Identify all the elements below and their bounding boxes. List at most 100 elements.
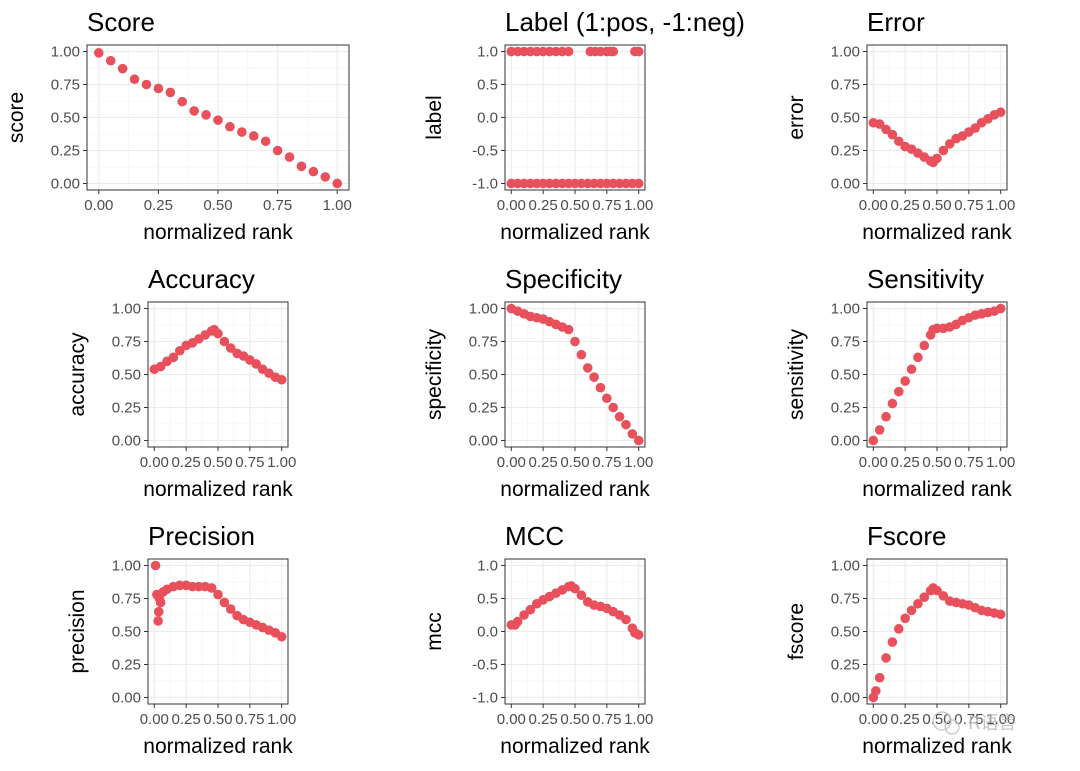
data-point <box>213 115 223 125</box>
y-tick-label: 0.0 <box>477 110 498 127</box>
data-point <box>219 336 230 347</box>
y-tick-label: 0.50 <box>469 367 498 384</box>
data-point <box>525 604 536 615</box>
major-gridlines <box>87 45 349 190</box>
x-tick-label: 0.25 <box>891 711 920 728</box>
data-point <box>621 419 631 430</box>
x-tick-label: 1.00 <box>986 454 1015 471</box>
x-tick-label: 0.50 <box>203 197 232 214</box>
y-tick-label: 0.25 <box>112 656 141 673</box>
x-axis-title: normalized rank <box>143 221 293 244</box>
data-point <box>995 107 1006 118</box>
y-tick-label: 0.75 <box>112 334 141 351</box>
data-points <box>93 48 343 189</box>
y-tick-label: 0.50 <box>831 367 860 384</box>
data-point <box>871 686 881 696</box>
y-tick-label: -1.0 <box>472 689 498 706</box>
data-point <box>932 585 942 596</box>
data-point <box>153 616 163 626</box>
data-point <box>887 129 898 140</box>
x-tick-label: 0.25 <box>529 454 558 471</box>
y-tick-label: 1.0 <box>477 558 498 575</box>
chart-title: Fscore <box>867 521 946 551</box>
data-point <box>881 411 891 422</box>
y-tick-label: 0.00 <box>51 175 80 192</box>
y-tick-label: 0.25 <box>112 399 141 416</box>
x-tick-label: 0.25 <box>144 197 173 214</box>
data-point <box>129 74 140 85</box>
data-point <box>177 96 188 107</box>
data-point <box>155 361 166 372</box>
y-axis-title: specificity <box>423 328 446 420</box>
x-tick-label: 1.00 <box>624 711 653 728</box>
data-point <box>576 590 587 601</box>
data-points <box>149 324 287 385</box>
x-axis-title: normalized rank <box>500 735 650 758</box>
x-tick-label: 0.00 <box>859 197 888 214</box>
x-tick-label: 0.75 <box>954 454 983 471</box>
data-point <box>595 382 606 393</box>
data-point <box>570 583 580 594</box>
data-point <box>155 597 166 608</box>
x-axis-title: normalized rank <box>500 221 650 244</box>
data-point <box>633 435 644 446</box>
data-point <box>874 425 885 435</box>
y-tick-label: -0.5 <box>472 142 498 159</box>
x-axis-title: normalized rank <box>862 478 1012 501</box>
data-point <box>296 161 307 172</box>
y-axis-title: error <box>785 95 808 139</box>
x-tick-label: 0.25 <box>529 197 558 214</box>
data-point <box>995 609 1006 620</box>
panel-score: 0.00 0.25 0.50 0.75 1.00 0.00 0.25 0.50 0.75 1.00… <box>5 7 352 244</box>
y-tick-label: 0.50 <box>831 110 860 127</box>
chart-title: Accuracy <box>148 264 255 294</box>
x-tick-label: 1.00 <box>267 454 296 471</box>
data-point <box>995 303 1006 314</box>
data-points <box>506 581 644 640</box>
chart-title: Sensitivity <box>867 264 984 294</box>
x-tick-label: 0.50 <box>560 711 589 728</box>
data-point <box>284 152 295 162</box>
y-tick-label: 0.75 <box>831 334 860 351</box>
x-tick-label: 0.50 <box>560 454 589 471</box>
data-point <box>919 592 930 602</box>
data-point <box>881 653 891 663</box>
y-tick-label: 0.0 <box>477 624 498 641</box>
data-point <box>563 324 574 335</box>
x-tick-label: 1.00 <box>323 197 352 214</box>
data-point <box>117 63 128 74</box>
y-tick-label: 0.50 <box>112 367 141 384</box>
chart-title: Error <box>867 7 925 37</box>
panel-accuracy: 0.00 0.25 0.50 0.75 1.000.000.250.500.751.00… <box>66 264 296 501</box>
data-point <box>887 637 898 647</box>
y-tick-label: 0.75 <box>831 591 860 608</box>
major-gridlines <box>505 45 645 190</box>
data-point <box>887 398 898 409</box>
data-point <box>906 364 917 375</box>
y-axis-title: sensitivity <box>785 328 808 420</box>
y-tick-label: 0.25 <box>831 399 860 416</box>
major-gridlines <box>867 559 1007 704</box>
data-point <box>900 613 910 624</box>
data-points <box>868 107 1006 168</box>
data-point <box>276 374 287 385</box>
x-axis-title: normalized rank <box>143 478 293 501</box>
x-tick-label: 0.25 <box>172 454 201 471</box>
x-tick-label: 0.25 <box>891 197 920 214</box>
x-tick-label: 0.75 <box>954 197 983 214</box>
panel-mcc: 0.00 0.25 0.50 0.75 1.00 -1.0 -0.5 0.0 0.5 1.0 MCC… <box>423 521 653 758</box>
x-tick-label: 1.00 <box>624 197 653 214</box>
y-tick-label: 1.00 <box>831 558 860 575</box>
data-point <box>189 106 199 116</box>
x-tick-label: 1.00 <box>986 711 1015 728</box>
data-point <box>320 172 331 182</box>
x-tick-label: 0.50 <box>560 197 589 214</box>
major-gridlines <box>867 45 1007 190</box>
data-point <box>608 402 619 413</box>
panel-error: 0.00 0.25 0.50 0.75 1.000.000.250.500.751.00… <box>785 7 1015 244</box>
data-point <box>225 343 236 353</box>
data-point <box>589 372 599 382</box>
y-tick-label: 1.00 <box>831 44 860 61</box>
data-point <box>633 46 644 57</box>
data-point <box>251 359 262 369</box>
